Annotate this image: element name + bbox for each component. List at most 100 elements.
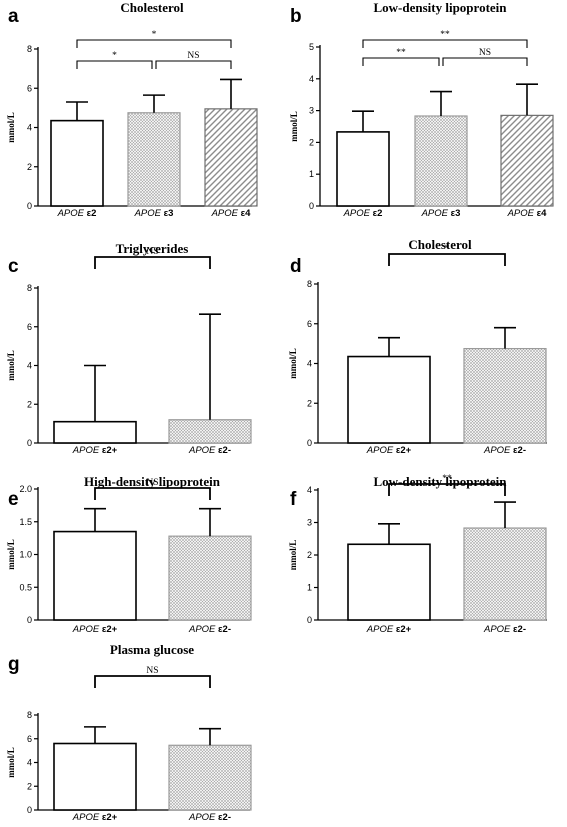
bar (53, 742, 137, 811)
y-tick-label: 8 (307, 279, 312, 289)
significance-label: * (445, 244, 450, 254)
y-tick-label: 1 (309, 169, 314, 179)
bar (336, 131, 390, 207)
y-tick-label: 4 (307, 485, 312, 495)
y-tick-label: 3 (309, 106, 314, 116)
y-tick-label: 3 (307, 518, 312, 528)
significance-bracket (388, 483, 506, 496)
chart-panel-g: g Plasma glucose mmol/L 0 2 4 6 8 APOE ε2+ APOE ε… (6, 642, 252, 823)
x-tick-label: APOE ε2+ (366, 445, 412, 456)
bar (53, 420, 137, 444)
panel-letter: f (290, 489, 297, 510)
chart-title: High-density lipoprotein (84, 474, 221, 489)
y-axis-label: mmol/L (6, 112, 16, 143)
y-tick-label: 4 (27, 123, 32, 133)
chart-title: Cholesterol (120, 0, 184, 15)
y-tick-label: 8 (27, 283, 32, 293)
y-tick-label: 2 (27, 162, 32, 172)
y-tick-label: 5 (309, 42, 314, 52)
panel-letter: b (290, 6, 302, 27)
significance-bracket (76, 39, 232, 48)
y-tick-label: 2 (307, 550, 312, 560)
bar (50, 119, 104, 207)
panel-letter: g (8, 654, 20, 675)
y-tick-label: 6 (27, 83, 32, 93)
x-tick-label: APOE ε2 (343, 208, 383, 219)
significance-bracket (442, 57, 528, 66)
significance-label: * (152, 30, 157, 40)
x-tick-label: APOE ε2- (188, 624, 231, 635)
significance-label: * (112, 51, 117, 61)
y-tick-label: 4 (307, 359, 312, 369)
chart-panel-c: c Triglycerides mmol/L 0 2 4 6 8 APOE ε2+ APOE ε2… (6, 241, 252, 456)
chart-panel-e: e High-density lipoprotein mmol/L 0 0.5 1.0 1.… (6, 474, 252, 635)
y-axis-label: mmol/L (289, 111, 299, 142)
chart-title: Cholesterol (408, 237, 472, 252)
chart-title: Triglycerides (116, 241, 189, 256)
y-tick-label: 1 (307, 583, 312, 593)
y-tick-label: 0 (27, 615, 32, 625)
y-tick-label: 4 (27, 361, 32, 371)
chart-title: Low-density lipoprotein (373, 474, 507, 489)
y-tick-label: 2 (309, 137, 314, 147)
chart-panel-d: d Cholesterol mmol/L 0 2 4 6 8 APOE ε2+ APOE ε2- * (288, 237, 547, 456)
panel-letter: c (8, 256, 19, 277)
x-tick-label: APOE ε2- (188, 812, 231, 823)
y-tick-label: 0 (307, 438, 312, 448)
significance-label: NS (146, 666, 158, 676)
y-tick-label: 6 (27, 734, 32, 744)
y-tick-label: 6 (307, 319, 312, 329)
x-tick-label: APOE ε2+ (72, 445, 118, 456)
bar (347, 355, 431, 444)
y-axis-label: mmol/L (6, 350, 16, 381)
y-axis-label: mmol/L (6, 747, 16, 778)
significance-label: NS (187, 51, 199, 61)
y-tick-label: 1.0 (19, 550, 32, 560)
significance-bracket (388, 253, 506, 266)
x-tick-label: APOE ε2+ (72, 812, 118, 823)
y-tick-label: 0 (27, 201, 32, 211)
chart-title: Low-density lipoprotein (373, 0, 507, 15)
significance-bracket (94, 675, 211, 688)
significance-bracket (94, 256, 211, 269)
y-tick-label: 4 (27, 758, 32, 768)
significance-bracket (362, 39, 528, 48)
chart-panel-a: a Cholesterol mmol/L 0 2 4 6 8 APOE ε2 APOE ε3 APO… (6, 0, 258, 219)
x-tick-label: APOE ε4 (507, 208, 548, 219)
significance-bracket (76, 60, 153, 69)
y-tick-label: 1.5 (19, 517, 32, 527)
bar (414, 115, 468, 207)
y-tick-label: 2 (27, 399, 32, 409)
x-tick-label: APOE ε2 (57, 208, 97, 219)
x-tick-label: APOE ε3 (134, 208, 174, 219)
y-tick-label: 8 (27, 44, 32, 54)
bar (347, 543, 431, 621)
significance-bracket (94, 487, 211, 500)
significance-label: NS (479, 48, 491, 58)
bar (168, 744, 252, 811)
bar (463, 527, 547, 621)
chart-title: Plasma glucose (110, 642, 194, 657)
bar (127, 112, 181, 207)
y-tick-label: 0 (307, 615, 312, 625)
panel-letter: e (8, 489, 19, 510)
y-axis-label: mmol/L (288, 348, 298, 379)
y-axis-label: mmol/L (288, 540, 298, 571)
significance-label: ** (396, 48, 406, 58)
y-tick-label: 8 (27, 710, 32, 720)
panel-letter: a (8, 6, 19, 27)
x-tick-label: APOE ε2- (483, 445, 526, 456)
significance-label: ** (442, 474, 452, 484)
bar (463, 347, 547, 444)
x-tick-label: APOE ε2- (188, 445, 231, 456)
significance-label: NS (146, 247, 158, 257)
significance-bracket (155, 60, 232, 69)
significance-label: NS (146, 478, 158, 488)
bar (53, 530, 137, 621)
bar (168, 419, 252, 444)
y-axis-label: mmol/L (6, 539, 16, 570)
y-tick-label: 0 (27, 805, 32, 815)
bar (204, 108, 258, 207)
y-tick-label: 4 (309, 74, 314, 84)
